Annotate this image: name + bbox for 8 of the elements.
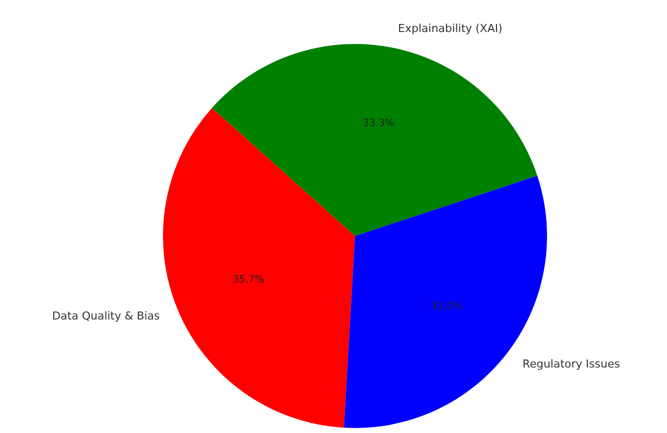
pie-slice bbox=[163, 108, 355, 428]
data-label: 33.3% bbox=[362, 118, 394, 129]
pie-slice bbox=[212, 44, 538, 236]
data-label: 31.0% bbox=[430, 300, 462, 312]
slice-label: Data Quality & Bias bbox=[52, 310, 160, 323]
slice-label: Explainability (XAI) bbox=[398, 22, 502, 36]
data-label: 35.7% bbox=[232, 274, 264, 286]
slice-label: Regulatory Issues bbox=[522, 358, 620, 371]
